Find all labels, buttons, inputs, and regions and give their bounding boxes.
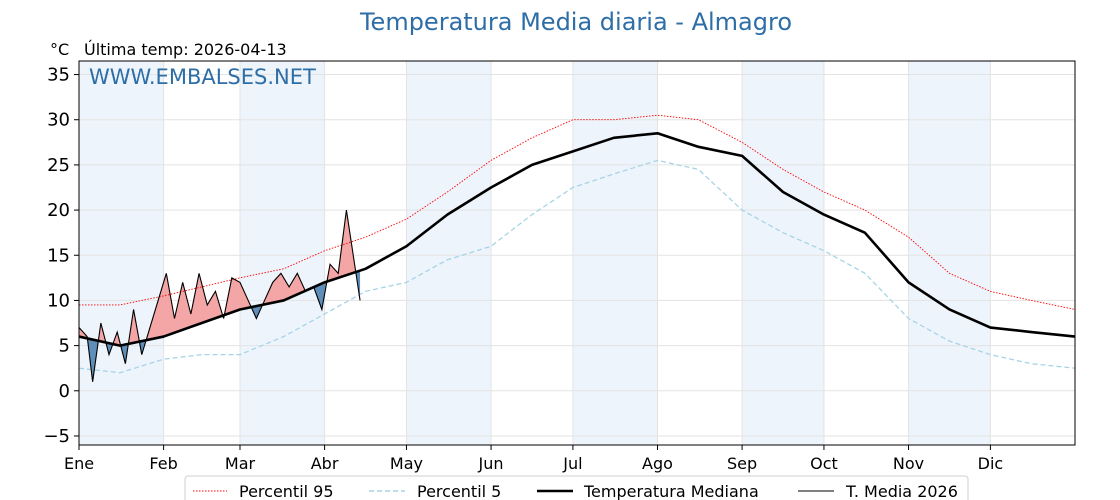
legend-label-p5: Percentil 5 xyxy=(417,482,501,500)
x-tick-label: Dic xyxy=(978,454,1004,473)
y-tick-label: 30 xyxy=(47,110,70,131)
month-band xyxy=(406,61,492,445)
x-tick-label: Jun xyxy=(478,454,504,473)
x-tick-label: May xyxy=(390,454,423,473)
month-band xyxy=(239,61,325,445)
below-median-fill xyxy=(105,342,113,355)
x-tick-label: Nov xyxy=(893,454,924,473)
month-band xyxy=(742,61,824,445)
chart-title: Temperatura Media diaria - Almagro xyxy=(359,8,792,36)
y-tick-label: 0 xyxy=(59,381,70,402)
y-tick-label: −5 xyxy=(43,426,70,447)
x-tick-label: Sep xyxy=(727,454,757,473)
x-axis-ticks: Ene Feb Mar Abr May Jun Jul Ago Sep Oct Nov Dic xyxy=(64,445,1003,473)
series-lines xyxy=(78,114,1076,382)
y-tick-label: 20 xyxy=(47,200,70,221)
x-tick-label: Oct xyxy=(810,454,838,473)
last-temp-label: Última temp: 2026-04-13 xyxy=(84,40,287,59)
y-axis-ticks: −5 0 5 10 15 20 25 30 35 xyxy=(43,65,79,447)
series-line-percentil-5 xyxy=(78,159,1076,374)
below-median-fill xyxy=(313,281,327,310)
month-band xyxy=(79,61,164,445)
month-bands xyxy=(79,61,991,445)
x-tick-label: Jul xyxy=(562,454,582,473)
above-median-fill xyxy=(146,273,223,341)
below-median-fill xyxy=(139,340,147,355)
y-tick-label: 10 xyxy=(47,290,70,311)
x-tick-label: Ago xyxy=(642,454,673,473)
month-band xyxy=(908,61,991,445)
below-median-fill xyxy=(87,338,99,382)
y-tick-label: 5 xyxy=(59,336,70,357)
above-median-fill xyxy=(128,309,140,344)
grid-lines xyxy=(78,61,1075,445)
series-line-mediana xyxy=(78,131,1076,347)
legend: Percentil 95 Percentil 5 Temperatura Med… xyxy=(184,475,969,500)
month-band xyxy=(572,61,658,445)
x-tick-label: Feb xyxy=(149,454,177,473)
y-tick-label: 35 xyxy=(47,65,70,86)
above-median-fill xyxy=(326,210,356,282)
series-line-media-2026 xyxy=(78,210,361,382)
y-unit-label: °C xyxy=(50,40,69,59)
y-tick-label: 25 xyxy=(47,155,70,176)
x-tick-label: Ene xyxy=(64,454,94,473)
above-median-fill xyxy=(262,273,306,305)
legend-label-current: T. Media 2026 xyxy=(845,482,958,500)
x-tick-label: Abr xyxy=(311,454,339,473)
y-tick-label: 15 xyxy=(47,245,70,266)
above-median-fill xyxy=(224,277,252,316)
below-median-fill xyxy=(120,343,129,364)
legend-box xyxy=(184,475,969,500)
legend-label-p95: Percentil 95 xyxy=(239,482,334,500)
legend-label-median: Temperatura Mediana xyxy=(583,482,759,500)
above-median-fill xyxy=(112,332,121,346)
below-median-fill xyxy=(251,304,263,319)
plot-frame xyxy=(78,60,1076,446)
x-tick-label: Mar xyxy=(225,454,256,473)
watermark-text: WWW.EMBALSES.NET xyxy=(89,65,316,89)
